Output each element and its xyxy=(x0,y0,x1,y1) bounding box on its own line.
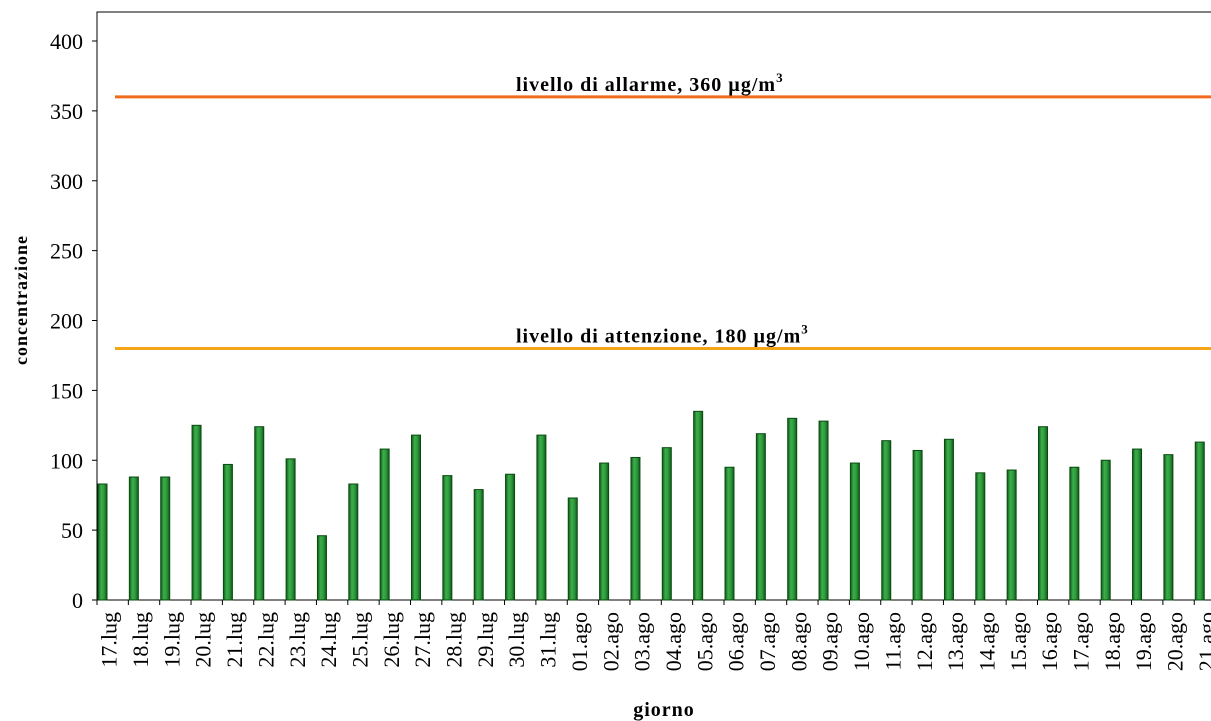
bar-17.ago xyxy=(1069,466,1080,601)
bar-20.ago xyxy=(1163,454,1174,601)
y-tick-label: 150 xyxy=(50,378,83,403)
bar-30.lug xyxy=(505,473,516,601)
x-tick-label: 15.ago xyxy=(1006,612,1031,671)
y-axis-title: concentrazione xyxy=(11,235,31,365)
bar-21.ago xyxy=(1194,441,1205,601)
bar-11.ago xyxy=(881,440,892,601)
x-tick-label: 17.ago xyxy=(1069,612,1094,671)
x-tick-label: 18.lug xyxy=(128,612,153,668)
bar-27.lug xyxy=(411,434,421,601)
bar-15.ago xyxy=(1006,469,1017,601)
bar-10.ago xyxy=(849,462,860,601)
x-tick-label: 03.ago xyxy=(630,612,655,671)
x-tick-label: 01.ago xyxy=(567,612,592,671)
x-tick-label: 17.lug xyxy=(97,612,122,668)
bar-24.lug xyxy=(316,535,327,601)
x-tick-label: 21.lug xyxy=(222,612,247,668)
bar-13.ago xyxy=(943,438,954,601)
bar-19.ago xyxy=(1132,448,1143,601)
y-tick-label: 250 xyxy=(50,239,83,264)
x-tick-label: 20.ago xyxy=(1163,612,1188,671)
x-tick-label: 06.ago xyxy=(724,612,749,671)
bar-22.lug xyxy=(254,426,265,601)
y-axis-ticks: 0 50 100 150 200 250 300 350 400 xyxy=(50,29,97,613)
reference-line-label: livello di attenzione, 180 µg/m3 xyxy=(516,321,809,347)
x-tick-label: 16.ago xyxy=(1037,612,1062,671)
x-tick-label: 08.ago xyxy=(786,612,811,671)
bar-12.ago xyxy=(912,449,923,601)
bar-05.ago xyxy=(693,410,704,601)
bar-14.ago xyxy=(975,472,986,601)
x-tick-label: 22.lug xyxy=(253,612,278,668)
x-axis-ticks: 17.lug 18.lug 19.lug 20.lug 21.lug 22.lug 23.l… xyxy=(96,600,1211,671)
bar-03.ago xyxy=(630,456,641,601)
y-tick-label: 100 xyxy=(50,448,83,473)
bars xyxy=(97,410,1205,601)
x-tick-label: 31.lug xyxy=(536,612,561,668)
x-tick-label: 24.lug xyxy=(316,612,341,668)
x-axis-title: giorno xyxy=(633,699,695,721)
x-tick-label: 14.ago xyxy=(974,612,999,671)
x-tick-label: 21.ago xyxy=(1194,612,1211,671)
plot-frame xyxy=(96,11,1211,601)
bar-29.lug xyxy=(473,489,484,601)
bar-08.ago xyxy=(787,417,798,601)
bar-16.ago xyxy=(1038,426,1048,601)
x-tick-label: 25.lug xyxy=(347,612,372,668)
x-tick-label: 30.lug xyxy=(504,612,529,668)
x-tick-label: 11.ago xyxy=(880,612,905,670)
bar-02.ago xyxy=(599,462,610,601)
bar-18.lug xyxy=(128,476,139,601)
x-tick-label: 27.lug xyxy=(410,612,435,668)
bar-04.ago xyxy=(661,447,672,601)
bar-28.lug xyxy=(442,475,453,601)
x-tick-label: 05.ago xyxy=(692,612,717,671)
plot-border xyxy=(96,11,1211,601)
bar-01.ago xyxy=(567,497,578,601)
bar-20.lug xyxy=(191,424,202,601)
y-tick-label: 200 xyxy=(50,309,83,334)
bar-07.ago xyxy=(755,433,766,601)
y-tick-label: 50 xyxy=(61,518,83,543)
bar-19.lug xyxy=(160,476,171,601)
bar-06.ago xyxy=(724,466,735,601)
x-tick-label: 26.lug xyxy=(379,612,404,668)
bar-26.lug xyxy=(379,448,390,601)
bar-23.lug xyxy=(285,458,296,601)
x-tick-label: 19.ago xyxy=(1131,612,1156,671)
y-tick-label: 350 xyxy=(50,99,83,124)
x-tick-label: 07.ago xyxy=(755,612,780,671)
x-tick-label: 29.lug xyxy=(473,612,498,668)
x-tick-label: 18.ago xyxy=(1100,612,1125,671)
x-tick-label: 10.ago xyxy=(849,612,874,671)
bar-25.lug xyxy=(348,483,359,601)
bar-09.ago xyxy=(818,420,829,601)
x-tick-label: 23.lug xyxy=(285,612,310,668)
x-tick-label: 13.ago xyxy=(943,612,968,671)
bar-31.lug xyxy=(536,434,547,601)
x-tick-label: 02.ago xyxy=(598,612,623,671)
reference-line-label: livello di allarme, 360 µg/m3 xyxy=(516,70,784,96)
bar-21.lug xyxy=(222,463,233,601)
bar-18.ago xyxy=(1100,459,1111,601)
x-tick-label: 19.lug xyxy=(159,612,184,668)
y-tick-label: 300 xyxy=(50,169,83,194)
x-tick-label: 12.ago xyxy=(912,612,937,671)
bar-17.lug xyxy=(97,483,108,601)
y-tick-label: 400 xyxy=(50,29,83,54)
x-tick-label: 09.ago xyxy=(818,612,843,671)
reference-lines: livello di allarme, 360 µg/m3 livello di … xyxy=(115,70,1211,350)
x-tick-label: 20.lug xyxy=(191,612,216,668)
y-tick-label: 0 xyxy=(72,588,83,613)
x-tick-label: 04.ago xyxy=(661,612,686,671)
x-tick-label: 28.lug xyxy=(442,612,467,668)
